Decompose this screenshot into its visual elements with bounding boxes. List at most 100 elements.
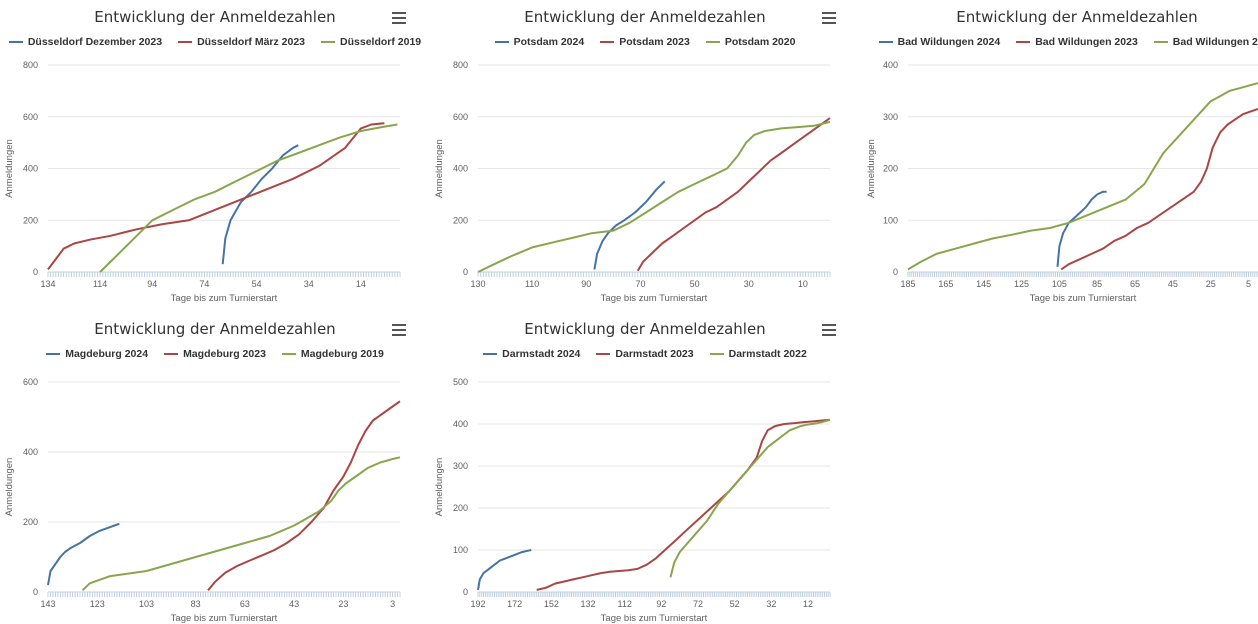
legend-item[interactable]: Bad Wildungen 2020	[1153, 36, 1258, 48]
legend-line-icon	[709, 353, 724, 355]
legend-item[interactable]: Potsdam 2020	[705, 36, 795, 48]
x-tick-label: 12	[803, 599, 813, 609]
chart-title: Entwicklung der Anmeldezahlen	[94, 320, 336, 338]
x-tick-label: 90	[581, 279, 591, 289]
series-line	[1056, 190, 1107, 267]
legend-line-icon	[321, 41, 336, 43]
x-axis-title: Tage bis zum Turnierstart	[171, 293, 278, 304]
x-tick-label: 5	[1246, 279, 1251, 289]
y-tick-label: 500	[453, 377, 468, 387]
legend-item[interactable]: Magdeburg 2019	[281, 348, 384, 360]
legend-item[interactable]: Darmstadt 2023	[596, 348, 694, 360]
y-tick-label: 200	[453, 503, 468, 513]
y-tick-label: 400	[23, 447, 38, 457]
hamburger-menu-icon[interactable]	[392, 12, 406, 24]
series-line	[477, 120, 831, 273]
hamburger-menu-icon[interactable]	[822, 12, 836, 24]
y-tick-label: 0	[893, 267, 898, 277]
series-line	[81, 456, 401, 592]
legend-label: Darmstadt 2022	[728, 348, 807, 360]
legend-label: Düsseldorf Dezember 2023	[27, 36, 163, 48]
x-tick-label: 50	[690, 279, 700, 289]
legend-item[interactable]: Darmstadt 2022	[709, 348, 807, 360]
y-tick-label: 0	[463, 587, 468, 597]
legend: Magdeburg 2024 Magdeburg 2023 Magdeburg …	[0, 348, 430, 360]
x-tick-label: 145	[976, 279, 991, 289]
x-tick-label: 185	[900, 279, 915, 289]
legend-line-icon	[178, 41, 193, 43]
legend-line-icon	[494, 41, 509, 43]
series-line	[669, 418, 831, 578]
legend-line-icon	[600, 41, 615, 43]
legend-line-icon	[705, 41, 720, 43]
x-tick-label: 172	[507, 599, 522, 609]
x-tick-label: 23	[338, 599, 348, 609]
legend-line-icon	[878, 41, 893, 43]
y-tick-label: 400	[453, 164, 468, 174]
chart-panel-potsdam: Entwicklung der Anmeldezahlen Potsdam 20…	[430, 0, 860, 310]
x-tick-label: 123	[90, 599, 105, 609]
legend-item[interactable]: Bad Wildungen 2024	[878, 36, 1000, 48]
legend-label: Bad Wildungen 2023	[1035, 36, 1138, 48]
x-tick-label: 94	[147, 279, 157, 289]
x-tick-label: 112	[617, 599, 631, 609]
legend-label: Darmstadt 2023	[615, 348, 694, 360]
x-tick-label: 132	[580, 599, 595, 609]
series-line	[593, 180, 666, 270]
legend-item[interactable]: Magdeburg 2023	[164, 348, 266, 360]
legend-line-icon	[1016, 41, 1031, 43]
x-tick-label: 34	[304, 279, 314, 289]
legend-item[interactable]: Potsdam 2024	[494, 36, 585, 48]
x-tick-label: 52	[730, 599, 740, 609]
legend-label: Düsseldorf 2019	[340, 36, 422, 48]
x-axis-title: Tage bis zum Turnierstart	[601, 613, 708, 624]
plot-area: 0 200 400 600 800 134 114 94 74 54 34 14 Tage bis zu…	[4, 60, 401, 304]
legend-label: Bad Wildungen 2020	[1172, 36, 1258, 48]
legend-line-icon	[1153, 41, 1168, 43]
legend-label: Potsdam 2024	[513, 36, 585, 48]
x-tick-label: 134	[40, 279, 55, 289]
x-tick-label: 143	[40, 599, 55, 609]
legend: Düsseldorf Dezember 2023 Düsseldorf März…	[0, 36, 430, 48]
x-tick-label: 152	[544, 599, 559, 609]
plot-area: 0 200 400 600 143 123 103 83 63 43 23 3 Tage bis zum…	[4, 377, 401, 624]
y-tick-label: 400	[883, 60, 898, 70]
y-tick-label: 200	[453, 215, 468, 225]
chart-title: Entwicklung der Anmeldezahlen	[956, 8, 1198, 26]
y-axis-title: Anmeldungen	[434, 458, 445, 517]
x-tick-label: 14	[356, 279, 366, 289]
chart-panel-magdeburg: Entwicklung der Anmeldezahlen Magdeburg …	[0, 312, 430, 624]
x-tick-label: 105	[1052, 279, 1067, 289]
hamburger-menu-icon[interactable]	[392, 324, 406, 336]
y-tick-label: 800	[453, 60, 468, 70]
x-tick-label: 110	[525, 279, 539, 289]
legend-label: Darmstadt 2024	[502, 348, 581, 360]
y-tick-label: 0	[463, 267, 468, 277]
legend-item[interactable]: Darmstadt 2024	[483, 348, 580, 360]
x-tick-label: 85	[1092, 279, 1102, 289]
series-line	[47, 522, 120, 586]
legend-item[interactable]: Düsseldorf 2019	[321, 36, 421, 48]
x-tick-label: 125	[1014, 279, 1029, 289]
legend-item[interactable]: Düsseldorf Dezember 2023	[8, 36, 163, 48]
x-axis-ticks	[477, 592, 831, 597]
y-tick-label: 200	[23, 215, 38, 225]
x-tick-label: 54	[252, 279, 262, 289]
legend-item[interactable]: Düsseldorf März 2023	[178, 36, 305, 48]
y-tick-label: 300	[883, 112, 898, 122]
x-tick-label: 70	[635, 279, 645, 289]
x-tick-label: 32	[766, 599, 776, 609]
y-axis-title: Anmeldungen	[866, 139, 877, 198]
x-tick-label: 114	[93, 279, 107, 289]
y-tick-label: 100	[883, 215, 898, 225]
legend-item[interactable]: Magdeburg 2024	[46, 348, 148, 360]
legend-item[interactable]: Bad Wildungen 2023	[1016, 36, 1138, 48]
y-tick-label: 200	[23, 517, 38, 527]
x-axis-ticks	[47, 592, 401, 597]
series-line	[221, 144, 299, 265]
y-tick-label: 600	[453, 112, 468, 122]
hamburger-menu-icon[interactable]	[822, 324, 836, 336]
x-tick-label: 10	[798, 279, 808, 289]
legend-item[interactable]: Potsdam 2023	[600, 36, 690, 48]
y-tick-label: 400	[453, 419, 468, 429]
